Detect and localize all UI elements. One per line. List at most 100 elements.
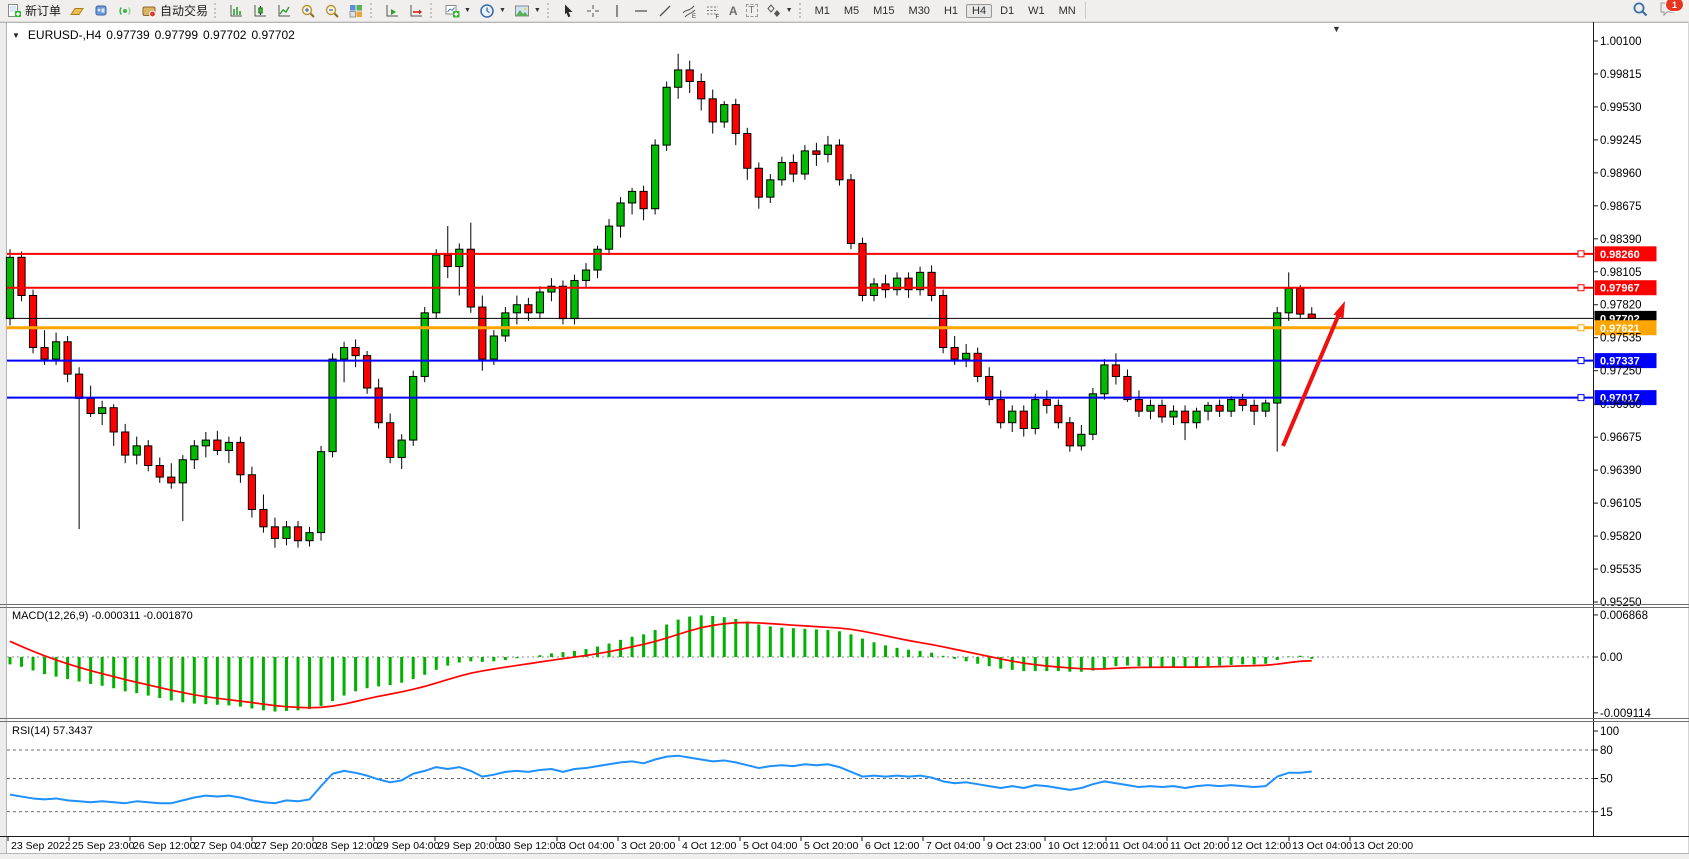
arrows-dropdown[interactable]: ▼ [762, 1, 797, 21]
chart-shift-icon [408, 3, 424, 19]
time-tick-label: 27 Sep 20:00 [255, 840, 318, 852]
text-tool-button[interactable]: A [725, 1, 742, 21]
rsi-line [9, 754, 1312, 805]
price-tick-label: 0.99815 [1600, 69, 1642, 81]
price-tick-label: 0.95535 [1600, 564, 1642, 576]
chart-shift-button[interactable] [404, 1, 428, 21]
hline-endpoint-marker[interactable] [1577, 284, 1585, 292]
data-center-button[interactable] [113, 1, 137, 21]
chart-shift-marker[interactable]: ▼ [1332, 24, 1341, 34]
macd-tick-label: 0.00 [1600, 652, 1622, 664]
price-tick-label: 0.98675 [1600, 201, 1642, 213]
price-label-box-0.97337 [1594, 353, 1657, 369]
window-left-edge [0, 22, 6, 853]
zoom-out-button[interactable] [320, 1, 344, 21]
notifications-button[interactable]: 1 [1659, 0, 1684, 20]
toolbar-drag-handle[interactable] [798, 3, 806, 18]
time-tick-label: 27 Sep 04:00 [194, 840, 257, 852]
text-tool-icon: A [728, 3, 738, 18]
tab-timeframe-M30[interactable]: M30 [908, 4, 930, 17]
toolbar-drag-handle[interactable] [214, 3, 221, 18]
new-order-label: 新订单 [25, 4, 62, 18]
hline-endpoint-marker[interactable] [1577, 324, 1585, 332]
toolbar-separator [1084, 2, 1086, 19]
search-icon[interactable] [1632, 1, 1649, 21]
hline-endpoint-marker[interactable] [1577, 394, 1585, 402]
time-tick-label: 9 Oct 23:00 [987, 840, 1041, 852]
chevron-down-icon: ▼ [498, 7, 506, 14]
vertical-line-tool-button[interactable] [605, 1, 629, 21]
time-tick-label: 12 Oct 12:00 [1231, 840, 1291, 852]
price-tick-label: 0.98960 [1600, 168, 1642, 180]
price-chart-canvas[interactable]: 0.982600.979670.977020.976210.973370.970… [0, 22, 1689, 859]
price-label-0.97337: 0.97337 [1600, 356, 1640, 368]
price-tick-label: 0.99245 [1600, 135, 1642, 147]
price-tick-label: 1.00100 [1600, 36, 1642, 48]
horizontal-line-icon [633, 3, 649, 19]
time-tick-label: 23 Sep 2022 [11, 840, 71, 852]
toolbar-drag-handle[interactable] [546, 3, 554, 18]
new-order-button[interactable]: 新订单 [2, 1, 65, 21]
auto-scroll-button[interactable] [380, 1, 404, 21]
trend-arrow-annotation[interactable] [1281, 313, 1341, 447]
time-tick-label: 11 Oct 04:00 [1109, 840, 1169, 852]
trendline-tool-button[interactable] [653, 1, 677, 21]
line-chart-mode-button[interactable] [272, 1, 296, 21]
toolbar-drag-handle[interactable] [430, 3, 437, 18]
market-watch-button[interactable] [65, 1, 89, 21]
zoom-out-icon [324, 3, 340, 19]
crosshair-tool-button[interactable] [581, 1, 605, 21]
cursor-tool-button[interactable] [557, 1, 581, 21]
price-tick-label: 0.97820 [1600, 300, 1642, 312]
trend-arrow-head[interactable] [1333, 301, 1346, 319]
tile-windows-button[interactable] [344, 1, 368, 21]
tab-timeframe-MN[interactable]: MN [1058, 4, 1076, 17]
bar-chart-mode-button[interactable] [224, 1, 248, 21]
templates-dropdown[interactable]: ▼ [510, 1, 545, 21]
tab-timeframe-H4[interactable]: H4 [966, 3, 993, 18]
rsi-tick-label: 15 [1600, 807, 1613, 819]
price-tick-label: 0.98390 [1600, 234, 1642, 246]
time-tick-label: 13 Oct 04:00 [1292, 840, 1352, 852]
svg-text:E: E [692, 14, 696, 19]
tab-timeframe-H1[interactable]: H1 [943, 4, 958, 17]
candles-layer [5, 53, 1316, 548]
tab-timeframe-M15[interactable]: M15 [873, 4, 895, 17]
new-chart-dropdown[interactable]: ▼ [440, 1, 475, 21]
signal-icon [117, 3, 133, 19]
candlestick-mode-button[interactable] [248, 1, 272, 21]
horizontal-line-tool-button[interactable] [629, 1, 653, 21]
time-tick-label: 7 Oct 04:00 [926, 840, 980, 852]
price-tick-label: 0.95820 [1600, 531, 1642, 543]
terminal-icon [93, 3, 109, 19]
equidistant-channel-tool-button[interactable]: E [677, 1, 701, 21]
chart-window[interactable]: ▼ EURUSD-,H4 0.97739 0.97799 0.97702 0.9… [0, 22, 1689, 859]
gold-ingot-icon [69, 3, 85, 19]
tab-timeframe-W1[interactable]: W1 [1028, 4, 1045, 17]
price-tick-label: 0.97535 [1600, 333, 1642, 345]
periods-dropdown[interactable]: ▼ [475, 1, 510, 21]
tab-timeframe-M5[interactable]: M5 [843, 4, 860, 17]
fibonacci-tool-button[interactable]: F [701, 1, 725, 21]
price-tick-label: 0.96960 [1600, 399, 1642, 411]
zoom-in-button[interactable] [296, 1, 320, 21]
chevron-down-icon: ▼ [464, 7, 471, 14]
text-label-tool-button[interactable]: T [742, 1, 762, 21]
hline-endpoint-marker[interactable] [1577, 357, 1585, 365]
tab-timeframe-D1[interactable]: D1 [1000, 4, 1015, 17]
tile-windows-icon [348, 3, 364, 19]
terminal-button[interactable] [89, 1, 113, 21]
price-label-0.98260: 0.98260 [1600, 249, 1640, 261]
chart-background [0, 22, 1689, 859]
toolbar-drag-handle[interactable] [370, 3, 377, 18]
macd-tick-label: -0.009114 [1600, 708, 1652, 720]
autotrading-button[interactable]: 自动交易 [137, 1, 212, 21]
vertical-line-icon [609, 3, 625, 19]
clock-icon [479, 3, 495, 19]
tab-timeframe-M1[interactable]: M1 [814, 4, 830, 17]
window-bottom-edge [0, 853, 1689, 859]
price-tick-label: 0.98105 [1600, 267, 1642, 279]
notification-badge: 1 [1665, 0, 1684, 12]
hline-endpoint-marker[interactable] [1577, 250, 1585, 258]
fibonacci-icon: F [705, 3, 721, 19]
